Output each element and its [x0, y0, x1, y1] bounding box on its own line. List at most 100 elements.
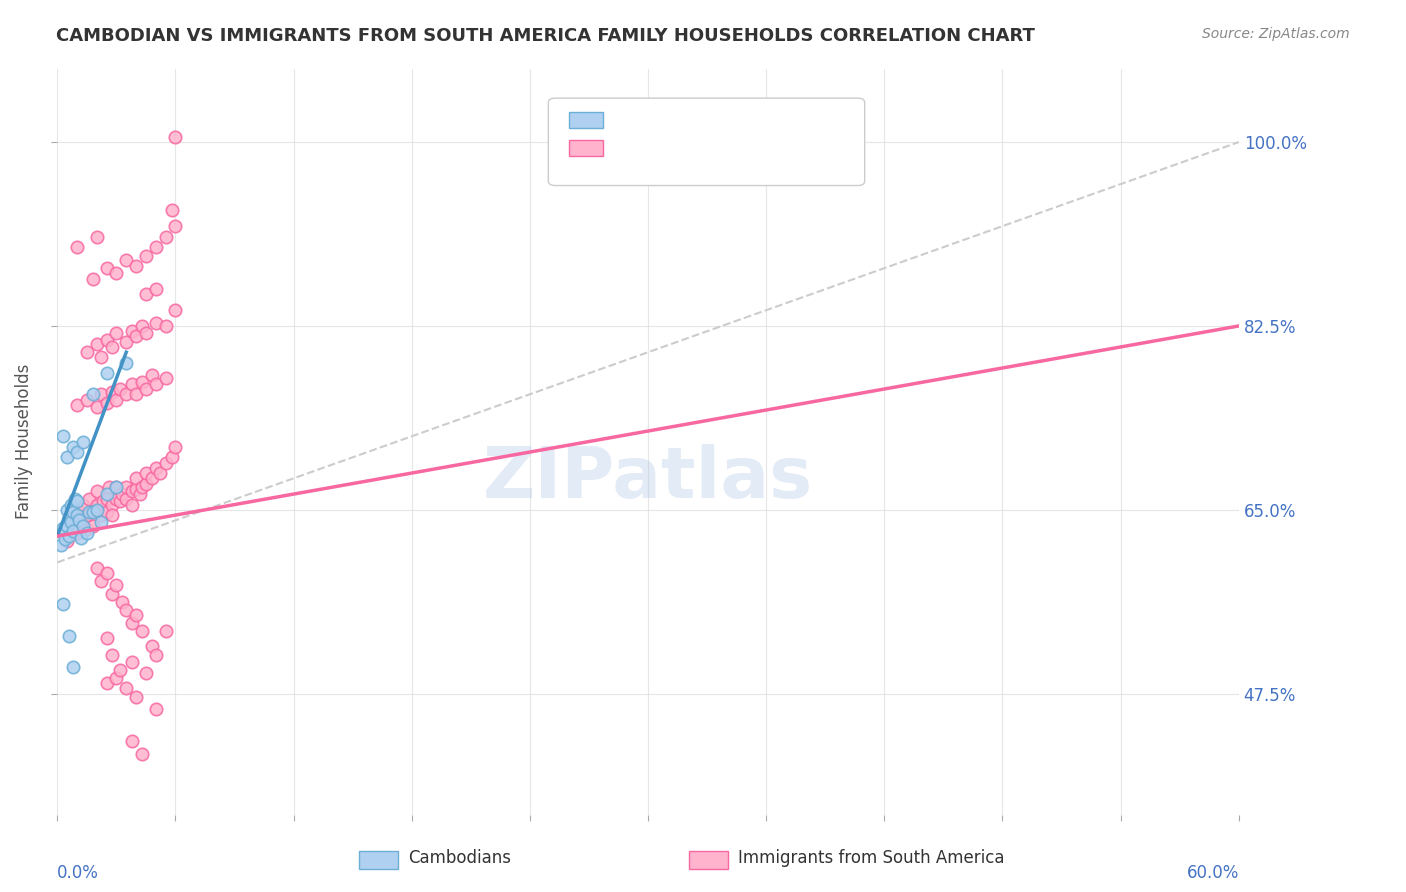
Point — [76, 508, 98, 522]
Point — [105, 480, 128, 494]
Point — [121, 498, 143, 512]
Point — [90, 387, 112, 401]
Point — [101, 498, 124, 512]
Point — [145, 460, 167, 475]
Point — [105, 492, 128, 507]
Point — [131, 318, 153, 333]
Point — [86, 336, 108, 351]
Point — [155, 229, 177, 244]
Point — [125, 387, 148, 401]
Point — [165, 440, 187, 454]
Point — [155, 371, 177, 385]
Point — [96, 631, 118, 645]
Point — [101, 385, 124, 400]
Point — [56, 450, 79, 465]
Point — [115, 492, 138, 507]
Point — [110, 382, 132, 396]
Point — [111, 487, 134, 501]
Point — [77, 505, 100, 519]
Point — [141, 471, 163, 485]
Point — [129, 487, 152, 501]
Point — [165, 129, 187, 144]
Point — [125, 690, 148, 704]
Point — [62, 505, 84, 519]
Point — [155, 318, 177, 333]
Point — [62, 524, 84, 538]
Point — [76, 345, 98, 359]
Point — [86, 503, 108, 517]
Point — [58, 629, 80, 643]
Point — [135, 248, 157, 262]
Point — [125, 471, 148, 485]
Point — [160, 203, 183, 218]
Text: Source: ZipAtlas.com: Source: ZipAtlas.com — [1202, 27, 1350, 41]
Point — [141, 368, 163, 383]
Point — [60, 516, 83, 530]
Point — [86, 560, 108, 574]
Point — [82, 505, 104, 519]
Point — [86, 483, 108, 498]
Point — [131, 480, 153, 494]
Point — [125, 259, 148, 273]
Point — [101, 340, 124, 354]
Point — [58, 529, 80, 543]
Point — [96, 333, 118, 347]
Point — [97, 480, 120, 494]
Point — [115, 480, 138, 494]
Point — [62, 660, 84, 674]
Point — [101, 508, 124, 522]
Text: Immigrants from South America: Immigrants from South America — [738, 849, 1005, 867]
Point — [141, 640, 163, 654]
Point — [125, 482, 148, 496]
Point — [121, 734, 143, 748]
Point — [66, 494, 89, 508]
Point — [56, 503, 79, 517]
Point — [96, 487, 118, 501]
Point — [51, 537, 73, 551]
Point — [135, 665, 157, 680]
Point — [135, 287, 157, 301]
Point — [105, 267, 128, 281]
Point — [96, 505, 118, 519]
Point — [115, 356, 138, 370]
Point — [96, 676, 118, 690]
Point — [76, 392, 98, 407]
Point — [135, 476, 157, 491]
Y-axis label: Family Households: Family Households — [15, 364, 32, 519]
Text: 35: 35 — [727, 111, 756, 128]
Text: CAMBODIAN VS IMMIGRANTS FROM SOUTH AMERICA FAMILY HOUSEHOLDS CORRELATION CHART: CAMBODIAN VS IMMIGRANTS FROM SOUTH AMERI… — [56, 27, 1035, 45]
Point — [105, 392, 128, 407]
Text: Cambodians: Cambodians — [408, 849, 510, 867]
Point — [90, 574, 112, 589]
Point — [72, 498, 94, 512]
Point — [145, 240, 167, 254]
Text: 60.0%: 60.0% — [1187, 863, 1239, 881]
Point — [66, 398, 89, 412]
Point — [121, 324, 143, 338]
Point — [110, 494, 132, 508]
Point — [63, 492, 86, 507]
Point — [121, 655, 143, 669]
Point — [66, 240, 89, 254]
Point — [66, 503, 89, 517]
Point — [115, 602, 138, 616]
Point — [91, 494, 114, 508]
Text: N =: N = — [703, 139, 740, 157]
Point — [58, 511, 80, 525]
Point — [82, 505, 104, 519]
Point — [105, 671, 128, 685]
Point — [90, 508, 112, 522]
Point — [77, 492, 100, 507]
Point — [82, 387, 104, 401]
Point — [145, 376, 167, 391]
Point — [110, 663, 132, 677]
Point — [52, 598, 75, 612]
Point — [125, 329, 148, 343]
Point — [56, 518, 79, 533]
Text: 107: 107 — [727, 139, 762, 157]
Point — [115, 252, 138, 267]
Point — [72, 434, 94, 449]
Text: R =: R = — [612, 111, 648, 128]
Text: ZIPatlas: ZIPatlas — [484, 444, 813, 513]
Point — [135, 466, 157, 480]
